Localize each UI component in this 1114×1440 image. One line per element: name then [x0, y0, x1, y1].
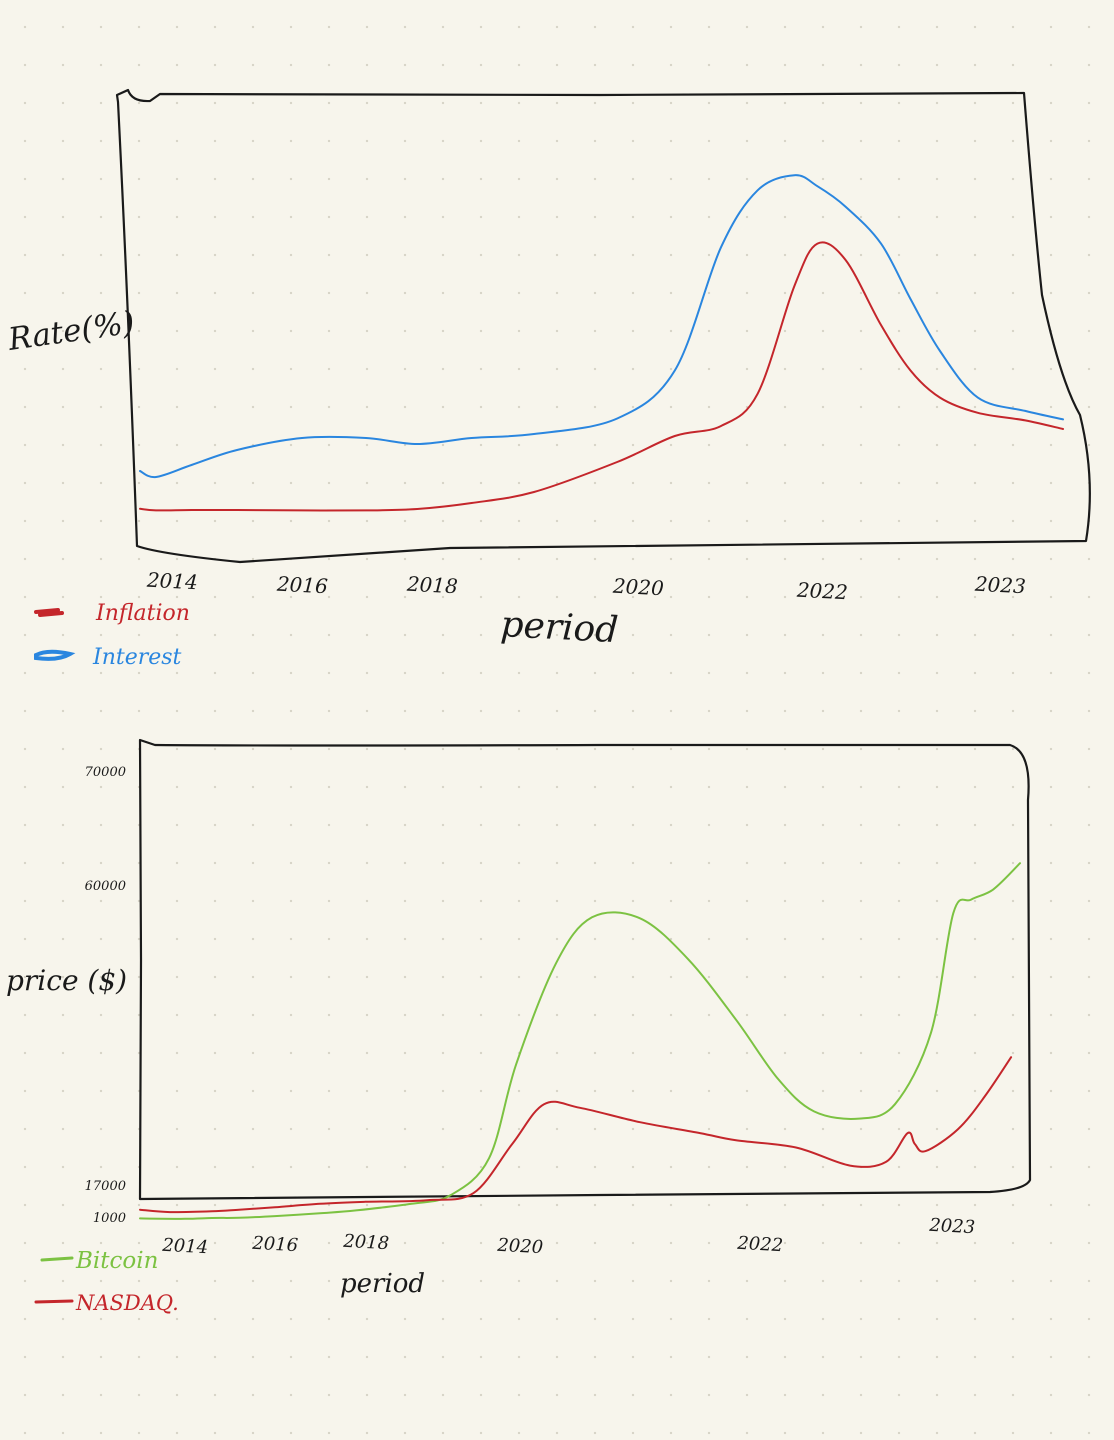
price-x-tick-label-2: 2018: [342, 1231, 390, 1254]
nasdaq-line: [139, 1056, 1013, 1214]
legend-swatch-interest: [34, 649, 76, 661]
legend-item-nasdaq: NASDAQ.: [34, 1291, 179, 1315]
rate-legend: Inflation Interest: [34, 601, 190, 670]
legend-swatch-bitcoin: [40, 1256, 74, 1262]
rate-x-tick-label-5: 2023: [973, 572, 1026, 599]
price-x-axis-label: period: [340, 1269, 425, 1299]
price-x-ticks: 2014 2016 2018 2020 2022 2023: [161, 1215, 976, 1258]
price-chart-frame: [138, 738, 1032, 1201]
price-y-axis-label: price ($): [6, 964, 127, 997]
legend-swatch-inflation: [34, 608, 64, 617]
legend-label-nasdaq: NASDAQ.: [75, 1291, 179, 1315]
rate-x-tick-label-3: 2020: [611, 574, 664, 601]
legend-label-interest: Interest: [92, 645, 182, 670]
price-x-tick-label-4: 2022: [736, 1233, 784, 1256]
price-x-tick-label-3: 2020: [496, 1235, 544, 1258]
legend-item-bitcoin: Bitcoin: [40, 1248, 158, 1274]
rate-x-tick-label-0: 2014: [145, 568, 198, 595]
rate-x-ticks: 2014 2016 2018 2020 2022 2023: [145, 568, 1026, 605]
price-x-tick-label-5: 2023: [928, 1215, 976, 1238]
price-y-tick-label-1: 17000: [85, 1179, 126, 1194]
legend-item-inflation: Inflation: [34, 601, 190, 626]
price-y-ticks: 1000 17000 60000 70000: [85, 765, 126, 1226]
rate-x-tick-label-4: 2022: [795, 578, 848, 605]
inflation-line: [139, 241, 1064, 512]
price-x-tick-label-0: 2014: [161, 1235, 209, 1258]
price-y-tick-label-0: 1000: [93, 1211, 126, 1226]
rate-x-tick-label-1: 2016: [275, 572, 328, 599]
legend-item-interest: Interest: [34, 645, 182, 670]
legend-label-inflation: Inflation: [95, 601, 190, 626]
rate-x-axis-label: period: [500, 604, 620, 651]
price-y-tick-label-3: 70000: [85, 765, 126, 780]
bitcoin-line: [139, 862, 1021, 1220]
rate-chart-frame: [115, 88, 1091, 564]
price-legend: Bitcoin NASDAQ.: [34, 1248, 179, 1315]
price-chart: 1000 17000 60000 70000 2014 2016 2018 2020 2022…: [6, 738, 1032, 1315]
rate-x-tick-label-2: 2018: [405, 572, 458, 599]
interest-line: [139, 174, 1064, 479]
legend-label-bitcoin: Bitcoin: [75, 1248, 158, 1274]
rate-chart: 2014 2016 2018 2020 2022 2023 Rate(%) period …: [5, 88, 1091, 670]
price-y-tick-label-2: 60000: [85, 879, 126, 894]
legend-swatch-nasdaq: [34, 1299, 74, 1304]
price-x-tick-label-1: 2016: [251, 1233, 299, 1256]
rate-y-axis-label: Rate(%): [5, 305, 137, 358]
